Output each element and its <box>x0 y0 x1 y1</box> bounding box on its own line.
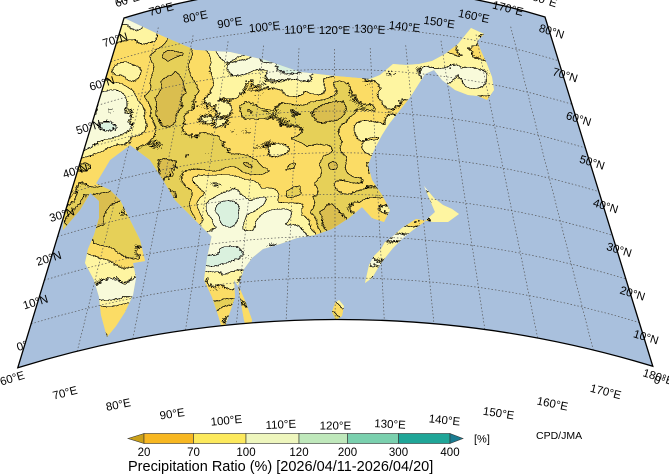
svg-text:200: 200 <box>338 447 357 459</box>
svg-text:300: 300 <box>389 447 408 459</box>
svg-text:110°E: 110°E <box>284 23 315 36</box>
svg-text:110°E: 110°E <box>265 419 296 432</box>
svg-text:[%]: [%] <box>474 434 490 446</box>
svg-text:400: 400 <box>440 447 459 459</box>
svg-text:70: 70 <box>187 447 200 459</box>
svg-text:120°E: 120°E <box>320 420 352 432</box>
svg-text:100: 100 <box>236 447 255 459</box>
svg-text:120°E: 120°E <box>319 25 351 37</box>
svg-text:130°E: 130°E <box>354 23 386 37</box>
svg-text:CPD/JMA: CPD/JMA <box>536 430 582 442</box>
svg-text:Precipitation Ratio (%) [2026/: Precipitation Ratio (%) [2026/04/11-2026… <box>128 459 433 475</box>
svg-text:120: 120 <box>289 447 308 459</box>
svg-text:130°E: 130°E <box>374 418 406 432</box>
svg-text:20: 20 <box>138 447 151 459</box>
